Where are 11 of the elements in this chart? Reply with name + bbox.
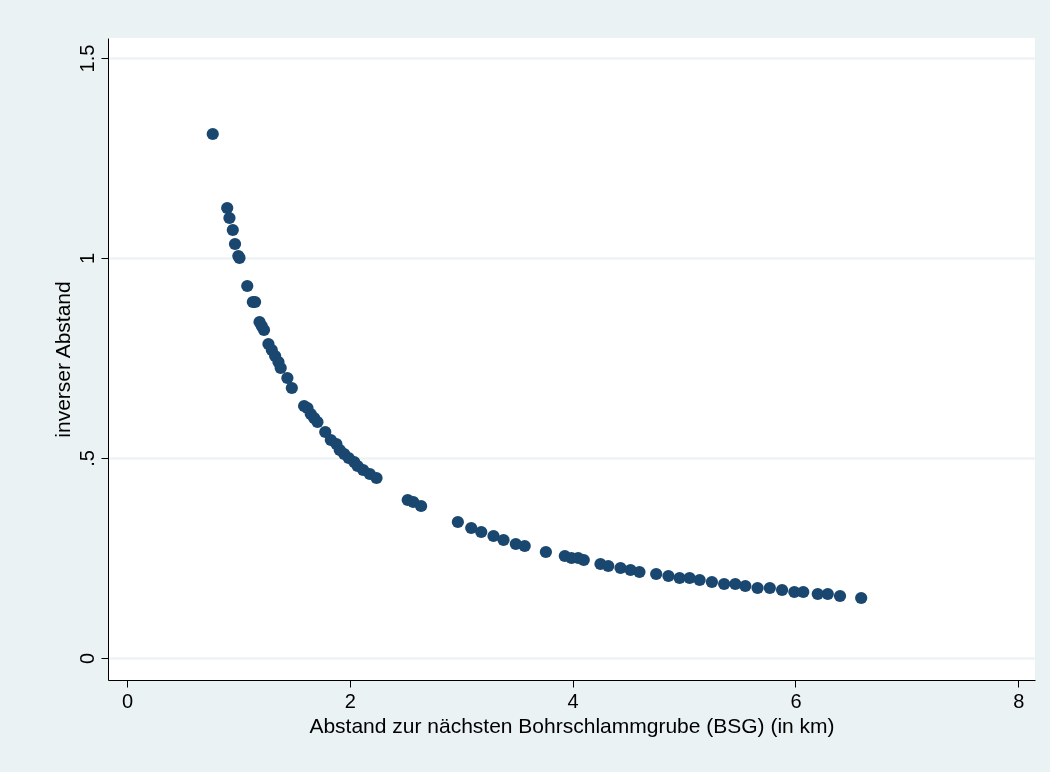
y-axis-title: inverser Abstand (50, 281, 74, 438)
x-tick-label: 2 (344, 689, 356, 712)
y-tick-label: 0 (75, 652, 98, 665)
y-tick-label: 1.5 (75, 44, 98, 73)
x-tick-label: 0 (121, 689, 133, 712)
y-tick-label: 1 (75, 252, 98, 265)
x-axis-title: Abstand zur nächsten Bohrschlammgrube (BSG) (in km) (309, 713, 835, 737)
x-tick-label: 8 (1013, 689, 1025, 712)
x-tick-label: 4 (567, 689, 579, 712)
x-tick-label: 6 (790, 689, 802, 712)
y-tick-label: .5 (75, 450, 98, 467)
